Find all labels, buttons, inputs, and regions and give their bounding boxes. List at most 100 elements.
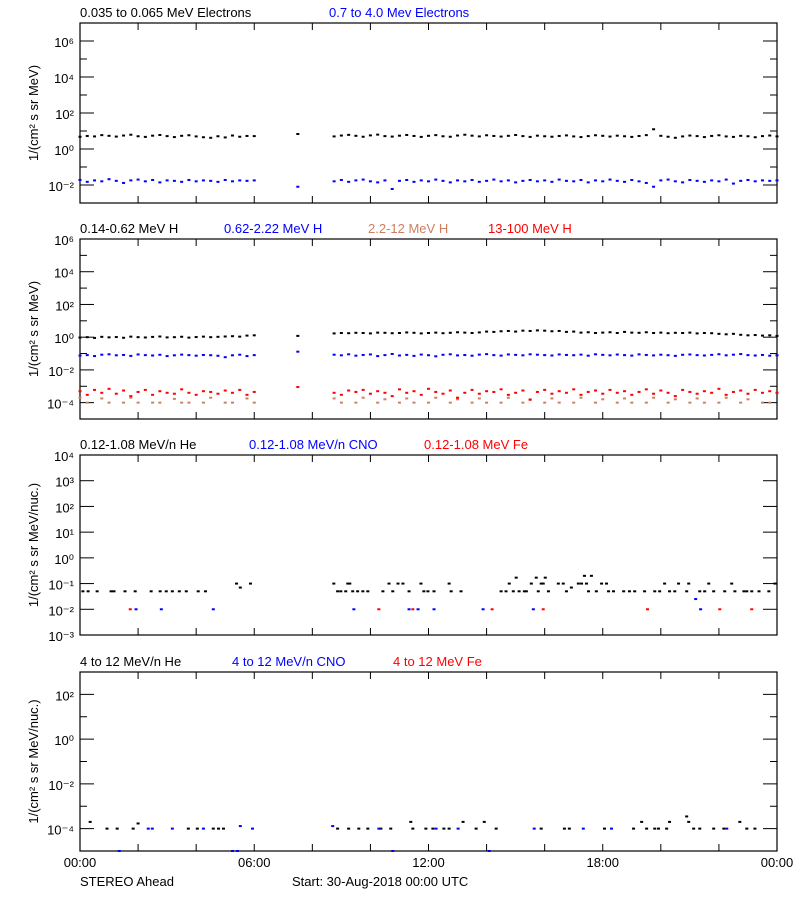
data-point	[134, 608, 138, 611]
data-point	[165, 336, 169, 339]
data-point	[107, 178, 111, 181]
data-point	[441, 135, 445, 138]
data-point	[688, 353, 692, 356]
data-point	[632, 827, 636, 830]
data-point	[93, 388, 97, 391]
data-point	[725, 827, 729, 830]
data-point	[136, 336, 140, 339]
data-point	[637, 390, 641, 393]
y-tick-label: 10²	[55, 688, 74, 703]
data-point	[165, 135, 169, 138]
data-point	[412, 134, 416, 137]
data-point	[368, 332, 372, 335]
data-point	[331, 825, 335, 828]
data-point	[514, 576, 518, 579]
data-point	[203, 590, 207, 593]
data-point	[88, 820, 92, 823]
data-point	[368, 353, 372, 356]
y-tick-label: 10⁻⁴	[47, 397, 74, 412]
data-point	[332, 332, 336, 335]
data-point	[405, 353, 409, 356]
data-point	[531, 608, 535, 611]
data-point	[586, 390, 590, 393]
data-point	[122, 134, 126, 137]
y-tick-label: 10²	[55, 107, 74, 122]
data-point	[775, 135, 779, 138]
data-point	[461, 820, 465, 823]
data-point	[543, 401, 547, 404]
data-point	[238, 825, 242, 828]
data-point	[412, 331, 416, 334]
data-point	[100, 180, 104, 183]
data-point	[463, 180, 467, 183]
data-point	[151, 178, 155, 181]
series-1	[81, 574, 777, 593]
data-point	[85, 134, 89, 137]
data-point	[434, 390, 438, 393]
data-point	[93, 135, 97, 138]
data-point	[514, 330, 518, 333]
data-point	[151, 335, 155, 338]
data-point	[432, 590, 436, 593]
data-point	[499, 590, 503, 593]
data-point	[688, 134, 692, 137]
data-point	[376, 355, 380, 358]
data-point	[336, 827, 340, 830]
data-point	[235, 582, 239, 585]
data-point	[354, 331, 358, 334]
data-point	[114, 179, 118, 182]
data-point	[717, 401, 721, 404]
data-point	[644, 134, 648, 137]
data-point	[644, 401, 648, 404]
data-point	[506, 134, 510, 137]
x-tick-label: 06:00	[238, 855, 271, 870]
data-point	[724, 333, 728, 336]
data-point	[477, 353, 481, 356]
data-point	[401, 582, 405, 585]
data-point	[739, 401, 743, 404]
data-point	[463, 391, 467, 394]
data-point	[416, 608, 420, 611]
data-point	[164, 590, 168, 593]
data-point	[456, 134, 460, 137]
data-point	[760, 179, 764, 182]
data-point	[572, 354, 576, 357]
data-point	[477, 392, 481, 395]
data-point	[172, 336, 176, 339]
data-point	[131, 827, 135, 830]
data-point	[235, 850, 239, 852]
data-point	[114, 336, 118, 339]
data-point	[746, 392, 750, 395]
data-point	[702, 136, 706, 139]
y-tick-label: 10⁰	[54, 143, 74, 158]
data-point	[194, 354, 198, 357]
data-point	[217, 827, 221, 830]
data-point	[129, 396, 133, 399]
data-point	[187, 391, 191, 394]
data-point	[608, 388, 612, 391]
data-point	[550, 397, 554, 400]
data-point	[586, 331, 590, 334]
data-point	[434, 827, 438, 830]
data-point	[768, 354, 772, 357]
x-tick-label: 12:00	[412, 855, 445, 870]
data-point	[746, 135, 750, 138]
data-point	[441, 353, 445, 356]
data-point	[177, 590, 181, 593]
y-tick-label: 10⁻²	[48, 364, 74, 379]
data-point	[441, 392, 445, 395]
data-point	[201, 335, 205, 338]
data-point	[78, 354, 82, 357]
data-point	[658, 590, 662, 593]
data-point	[194, 135, 198, 138]
legend-entry: 2.2-12 MeV H	[368, 221, 448, 236]
data-point	[390, 352, 394, 355]
data-point	[448, 401, 452, 404]
data-point	[630, 135, 634, 138]
data-point	[688, 390, 692, 393]
data-point	[441, 332, 445, 335]
y-tick-label: 10⁻²	[48, 179, 74, 194]
data-point	[347, 133, 351, 136]
data-point	[644, 388, 648, 391]
data-point	[567, 827, 571, 830]
